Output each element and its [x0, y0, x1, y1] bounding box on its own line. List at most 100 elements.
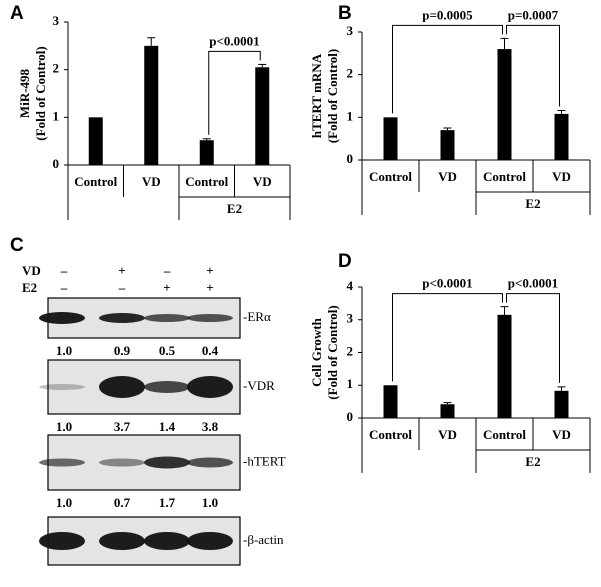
- error-bar: [500, 306, 509, 315]
- band-quant: 1.0: [56, 343, 72, 358]
- y-tick-label: 1: [347, 376, 354, 391]
- panel-label: D: [338, 251, 352, 272]
- blot-band: [99, 376, 145, 398]
- blot-band: [187, 457, 233, 468]
- bar: [383, 385, 398, 418]
- blot-band: [39, 312, 85, 324]
- significance-bracket: [392, 24, 503, 114]
- error-bar: [258, 63, 267, 68]
- y-tick-label: 3: [347, 311, 354, 326]
- p-value: p<0.0001: [422, 276, 472, 291]
- bar: [144, 45, 159, 166]
- y-axis-label: hTERT mRNA: [309, 53, 324, 138]
- y-tick-label: 2: [53, 61, 60, 76]
- band-label: -ERα: [243, 309, 271, 324]
- y-tick-label: 2: [347, 343, 354, 358]
- group-label: E2: [525, 454, 540, 469]
- condition-sign: +: [163, 280, 170, 295]
- significance-bracket: [506, 293, 560, 383]
- blot-band: [187, 532, 233, 550]
- panel-label: A: [10, 3, 24, 24]
- band-quant: 0.5: [159, 343, 176, 358]
- band-label: -VDR: [243, 378, 275, 393]
- y-axis-label: (Fold of Control): [325, 49, 340, 143]
- blot-band: [144, 381, 190, 393]
- band-quant: 1.0: [56, 495, 72, 510]
- condition-sign: –: [60, 280, 68, 295]
- bar: [554, 390, 569, 418]
- error-bar: [557, 386, 566, 391]
- blot-band: [144, 456, 190, 469]
- y-axis-label: (Fold of Control): [325, 305, 340, 399]
- panel-label: B: [338, 3, 352, 24]
- y-tick-label: 0: [347, 151, 354, 166]
- band-quant: 1.0: [202, 495, 218, 510]
- blot-band: [39, 384, 85, 390]
- error-bar: [443, 402, 452, 405]
- y-tick-label: 4: [347, 278, 354, 293]
- y-tick-label: 3: [347, 23, 354, 38]
- blot-band: [39, 532, 85, 550]
- significance-bracket: [392, 293, 503, 382]
- condition-sign: –: [60, 263, 68, 278]
- y-axis-label: (Fold of Control): [33, 46, 48, 140]
- y-tick-label: 0: [53, 156, 60, 171]
- error-bar: [147, 37, 156, 46]
- blot-band: [99, 313, 145, 323]
- band-quant: 1.4: [159, 419, 176, 434]
- band-label: -β-actin: [243, 532, 284, 547]
- x-tick-label: VD: [552, 169, 571, 184]
- p-value: p<0.0001: [209, 33, 259, 48]
- bar: [383, 117, 398, 160]
- error-bar: [443, 127, 452, 131]
- condition-label: E2: [22, 280, 37, 295]
- x-tick-label: Control: [483, 169, 526, 184]
- y-tick-label: 1: [347, 108, 354, 123]
- blot-band: [187, 376, 233, 398]
- significance-bracket: [208, 50, 261, 135]
- panel-label: C: [10, 235, 24, 256]
- x-tick-label: Control: [369, 169, 412, 184]
- p-value: p=0.0005: [422, 7, 473, 22]
- bar: [199, 140, 214, 165]
- bar: [497, 49, 512, 160]
- blot-band: [144, 532, 190, 550]
- p-value: p<0.0001: [508, 276, 558, 291]
- bar: [497, 314, 512, 418]
- x-tick-label: Control: [74, 174, 117, 189]
- bar: [554, 113, 569, 160]
- x-tick-label: VD: [253, 174, 272, 189]
- band-quant: 0.9: [114, 343, 131, 358]
- bar: [88, 117, 103, 165]
- group-label: E2: [525, 196, 540, 211]
- error-bar: [500, 37, 509, 50]
- p-value: p=0.0007: [508, 7, 559, 22]
- x-tick-label: Control: [185, 174, 228, 189]
- band-quant: 3.8: [202, 419, 219, 434]
- band-quant: 1.7: [159, 495, 176, 510]
- condition-label: VD: [22, 263, 41, 278]
- y-tick-label: 2: [347, 66, 354, 81]
- bar: [440, 404, 455, 418]
- y-axis-label: MiR-498: [17, 68, 32, 118]
- band-quant: 0.7: [114, 495, 131, 510]
- error-bar: [557, 110, 566, 114]
- significance-bracket: [506, 24, 560, 107]
- band-quant: 3.7: [114, 419, 131, 434]
- blot-band: [99, 532, 145, 550]
- group-label: E2: [227, 201, 242, 216]
- blot-band: [187, 314, 233, 322]
- error-bar: [202, 138, 211, 141]
- blot-band: [144, 314, 190, 322]
- band-label: -hTERT: [243, 453, 286, 468]
- band-quant: 1.0: [56, 419, 72, 434]
- condition-sign: –: [118, 280, 126, 295]
- x-tick-label: VD: [552, 427, 571, 442]
- y-tick-label: 3: [53, 13, 60, 28]
- condition-sign: –: [163, 263, 171, 278]
- x-tick-label: VD: [438, 169, 457, 184]
- y-axis-label: Cell Growth: [309, 317, 324, 386]
- bar: [255, 67, 270, 165]
- x-tick-label: VD: [438, 427, 457, 442]
